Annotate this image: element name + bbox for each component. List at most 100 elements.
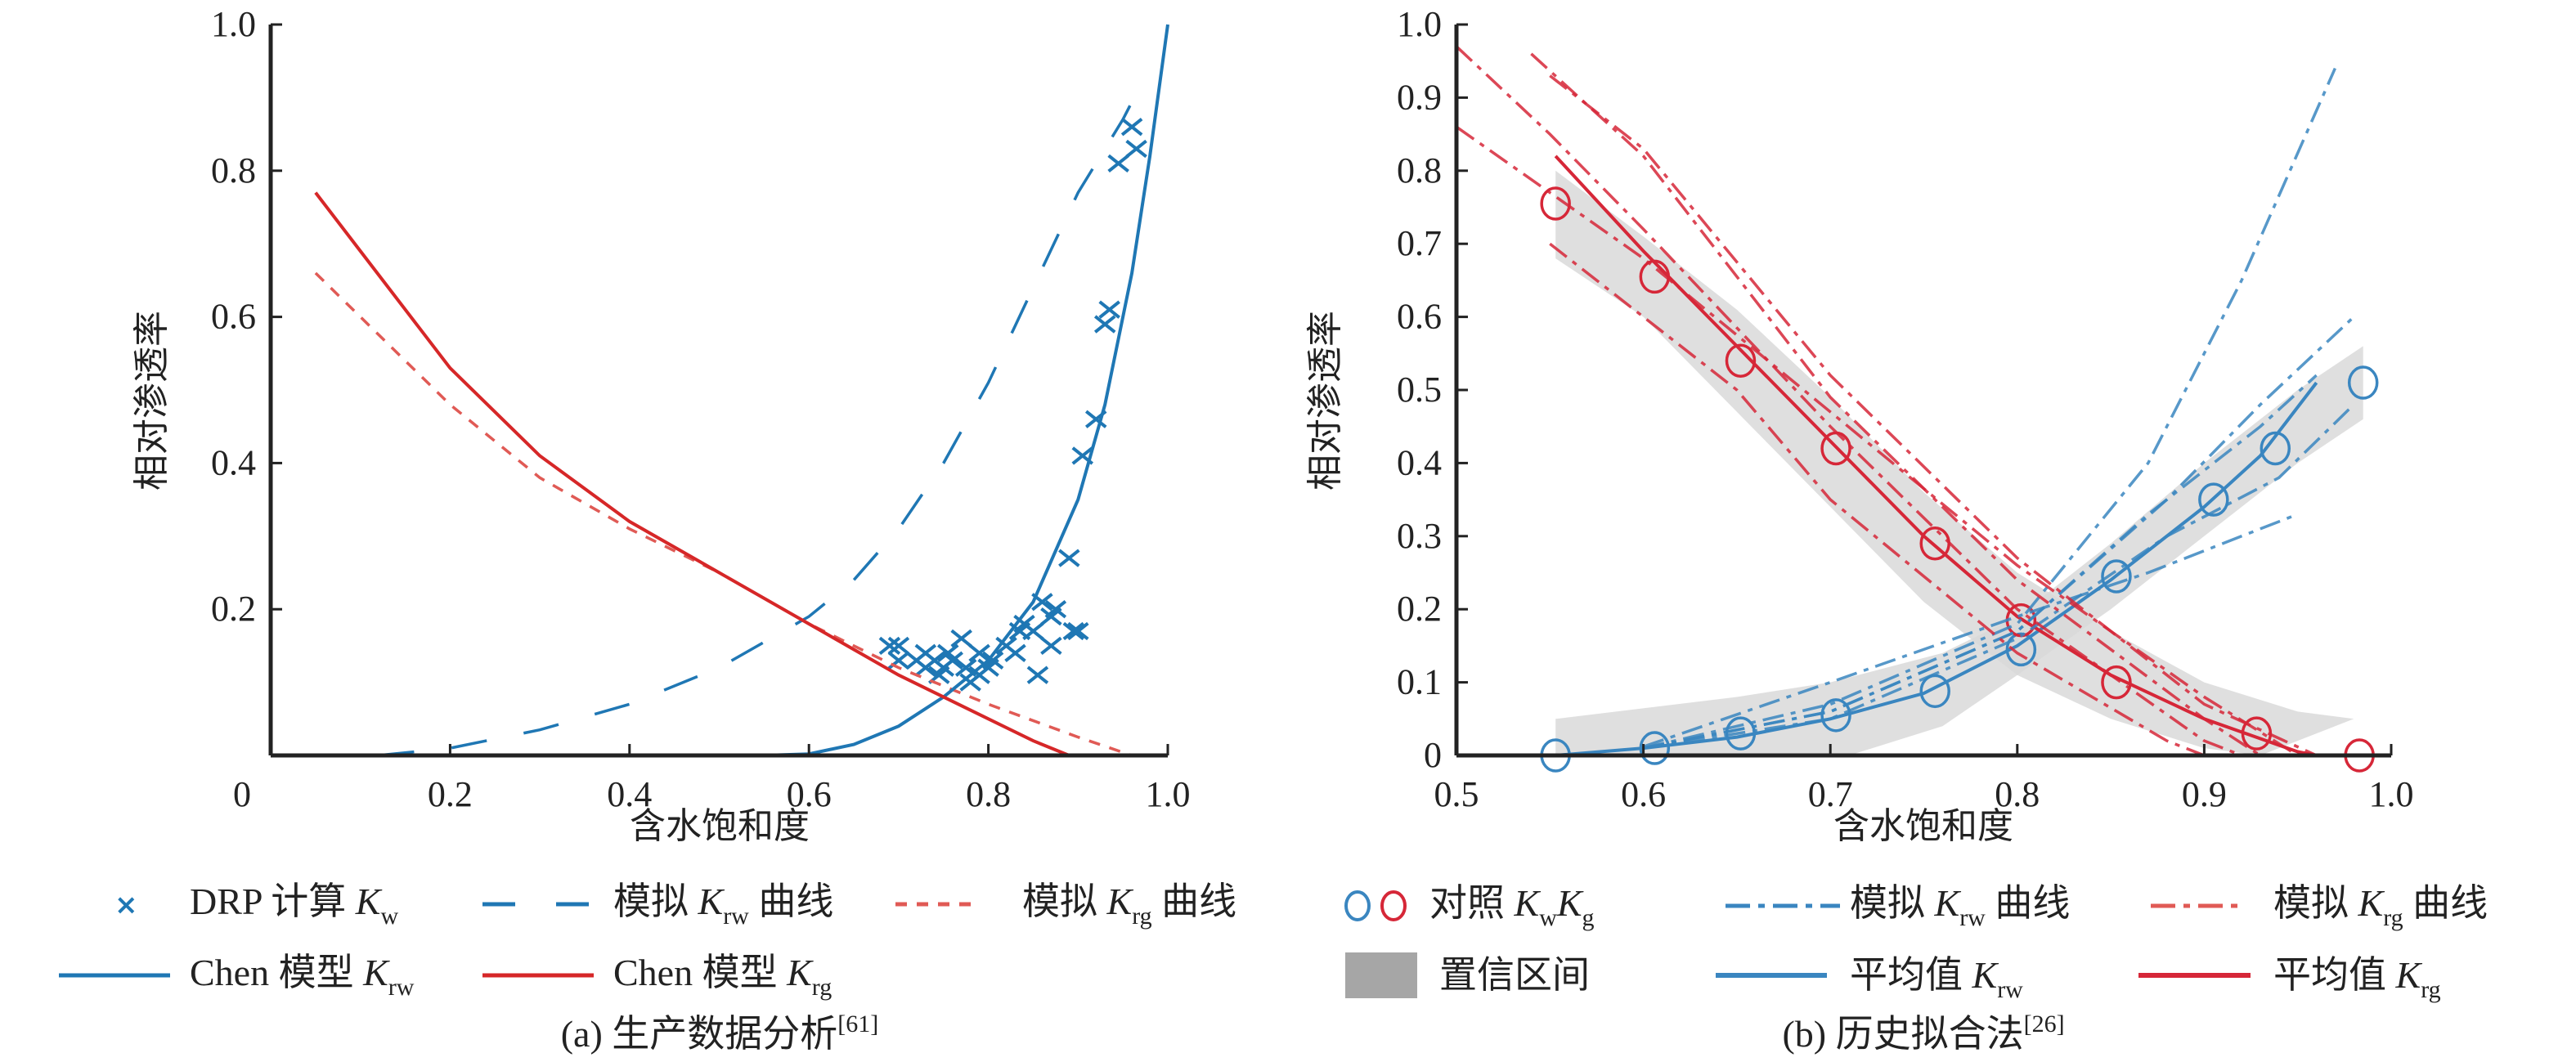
series-line-1 — [378, 74, 1147, 757]
series-line-11 — [1530, 52, 2261, 757]
x-marker-point — [1120, 117, 1143, 137]
x-marker-point — [968, 643, 990, 663]
series-line-2 — [314, 271, 1133, 757]
x-tick-label: 0.6 — [787, 774, 832, 814]
legend-b-item-reference: 对照 KwKg — [1344, 882, 1595, 931]
series-line-9 — [1455, 45, 2242, 757]
circle-point — [2260, 431, 2291, 466]
x-marker-point — [1107, 154, 1129, 173]
y-tick-label: 0.8 — [211, 150, 256, 190]
x-marker-point — [950, 629, 972, 648]
svg-text:DRP 计算 Kw: DRP 计算 Kw — [190, 881, 398, 930]
x-tick-label: 0.7 — [1808, 774, 1853, 814]
x-marker-point — [1062, 621, 1085, 641]
x-tick-label: 0.6 — [1621, 774, 1666, 814]
y-tick-label: 0.6 — [1397, 297, 1442, 337]
chart-b-caption: (b) 历史拟合法[26] — [1782, 1010, 2064, 1055]
legend-a-item-drp: × DRP 计算 Kw — [114, 881, 398, 930]
y-tick-label: 0.7 — [1397, 223, 1442, 263]
series-line-3 — [764, 24, 1169, 757]
red-circle-icon — [1380, 890, 1407, 921]
y-tick-label: 0.9 — [1397, 77, 1442, 117]
y-tick-label: 0.6 — [211, 297, 256, 337]
y-tick-label: 0.4 — [1397, 442, 1442, 482]
x-marker-point — [941, 651, 963, 670]
x-marker-point — [1067, 621, 1089, 641]
x-marker-point — [1004, 643, 1026, 663]
svg-text:模拟 Krg 曲线: 模拟 Krg 曲线 — [1022, 881, 1236, 930]
x-marker-point — [981, 651, 1004, 670]
x-marker-point — [887, 636, 910, 656]
x-tick-label: 0 — [233, 774, 251, 814]
y-tick-label: 0.5 — [1397, 370, 1442, 410]
legend-b-item-sim-krg: 模拟 Krg 曲线 — [2151, 882, 2488, 931]
chart-a: 0 0.2 0.4 0.6 0.8 1.0 0.2 0.4 0.6 0.8 1.0 — [211, 4, 1191, 814]
legend-label: DRP 计算 — [190, 881, 356, 922]
x-marker-point — [1022, 621, 1044, 641]
x-tick-label: 0.9 — [2182, 774, 2227, 814]
svg-text:模拟 Krw 曲线: 模拟 Krw 曲线 — [613, 881, 833, 930]
chart-a-caption: (a) 生产数据分析[61] — [561, 1010, 879, 1055]
x-marker-point — [1098, 300, 1120, 319]
y-tick-label: 0.2 — [211, 589, 256, 629]
svg-text:模拟 Krw 曲线: 模拟 Krw 曲线 — [1850, 882, 2070, 931]
circle-point — [1919, 674, 1950, 709]
x-tick-label: 0.5 — [1434, 774, 1479, 814]
y-tick-label: 0.1 — [1397, 662, 1442, 702]
y-tick-label: 0.8 — [1397, 150, 1442, 190]
chart-a-ylabel: 相对渗透率 — [131, 311, 173, 491]
x-marker-point — [1125, 139, 1147, 159]
y-tick-label: 1.0 — [1397, 4, 1442, 44]
y-tick-label: 1.0 — [211, 4, 256, 44]
y-tick-label: 0.4 — [211, 442, 256, 482]
chart-b-xlabel: 含水饱和度 — [1833, 805, 2013, 847]
x-marker-point — [1040, 636, 1062, 656]
circle-point — [1540, 186, 1571, 221]
circle-point — [2101, 559, 2132, 594]
svg-text:模拟 Krg 曲线: 模拟 Krg 曲线 — [2273, 882, 2488, 931]
x-marker-icon: × — [114, 889, 138, 921]
chart-b: 0.5 0.6 0.7 0.8 0.9 1.0 0 0.1 0.2 0.3 0.4 0.5 0.6 0.7… — [1397, 4, 2414, 814]
legend-b-item-sim-krw: 模拟 Krw 曲线 — [1726, 882, 2070, 931]
y-tick-label: 0.2 — [1397, 589, 1442, 629]
chart-a-xlabel: 含水饱和度 — [630, 805, 810, 847]
x-tick-label: 0.8 — [1995, 774, 2040, 814]
circle-point — [2347, 365, 2379, 400]
circle-point — [1725, 343, 1757, 378]
chart-b-ylabel: 相对渗透率 — [1304, 311, 1346, 491]
svg-text:平均值 Krg: 平均值 Krg — [2273, 954, 2441, 1003]
x-tick-label: 1.0 — [1146, 774, 1191, 814]
series-line-13 — [1549, 74, 2318, 757]
gray-band-icon — [1345, 952, 1417, 998]
y-tick-label: 0 — [1424, 735, 1442, 775]
series-line-4 — [1643, 67, 2337, 750]
svg-text:平均值 Krw: 平均值 Krw — [1850, 954, 2023, 1003]
svg-text:对照 KwKg: 对照 KwKg — [1429, 882, 1595, 931]
svg-text:Chen 模型 Krw: Chen 模型 Krw — [190, 952, 415, 1001]
x-marker-point — [1026, 665, 1049, 684]
circle-point — [2101, 665, 2132, 700]
legend-b-item-mean-krw: 平均值 Krw — [1716, 954, 2023, 1003]
x-marker-point — [1044, 600, 1067, 619]
blue-circle-icon — [1344, 890, 1371, 921]
series-line-4 — [314, 191, 1070, 757]
series-line-8 — [1643, 374, 2318, 750]
svg-text:Chen 模型 Krg: Chen 模型 Krg — [613, 952, 832, 1001]
series-line-10 — [1455, 125, 2299, 757]
svg-text:置信区间: 置信区间 — [1439, 954, 1590, 996]
legend-a-item-sim-krg: 模拟 Krg 曲线 — [895, 881, 1236, 930]
x-marker-point — [878, 636, 901, 656]
legend-a-item-sim-krw: 模拟 Krw 曲线 — [482, 881, 833, 930]
legend-b-item-mean-krg: 平均值 Krg — [2138, 954, 2441, 1003]
x-tick-label: 0.2 — [428, 774, 473, 814]
x-tick-label: 0.4 — [607, 774, 652, 814]
x-marker-point — [1058, 549, 1080, 567]
circle-point — [2198, 482, 2229, 517]
legend-b: 对照 KwKg 模拟 Krw 曲线 模拟 Krg 曲线 置信区间 平均值 Krw… — [1344, 882, 2488, 1055]
legend-a-item-chen-krg: Chen 模型 Krg — [482, 952, 832, 1001]
series-line-2 — [1555, 381, 2318, 757]
legend-a-item-chen-krw: Chen 模型 Krw — [59, 952, 415, 1001]
x-tick-label: 0.8 — [966, 774, 1011, 814]
